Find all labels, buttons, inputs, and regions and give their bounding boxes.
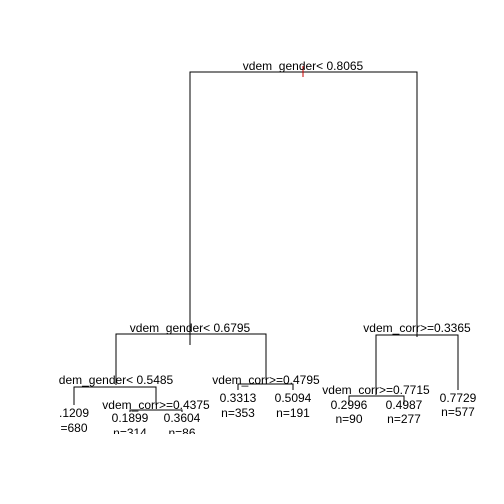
leaf-1-n: =680	[60, 421, 87, 435]
leaf-3-n: n=86	[168, 426, 195, 440]
right-left-branch	[348, 395, 405, 404]
left-branch	[115, 333, 267, 385]
left-right-branch	[237, 383, 294, 390]
leaf-8-n: n=577	[441, 405, 475, 419]
left-left-split-label: dem_gender< 0.5485	[59, 373, 174, 387]
left-left-right-branch	[129, 409, 183, 412]
leaf-5-value: 0.5094	[275, 391, 312, 405]
leaf-6-value: 0.2996	[331, 398, 368, 412]
leaf-4-n: n=353	[221, 406, 255, 420]
leaf-6-n: n=90	[335, 412, 362, 426]
root-branch	[189, 71, 418, 345]
leaf-2-value: 0.1899	[112, 411, 149, 425]
leaf-8-value: 0.7729	[440, 391, 477, 405]
right-left-split-label: vdem_corr>=0.7715	[322, 383, 430, 397]
left-split-label: vdem_gender< 0.6795	[130, 321, 251, 335]
tree-plot-area: vdem_gender< 0.8065 vdem_gender< 0.6795 …	[59, 59, 477, 440]
left-left-branch	[73, 386, 157, 405]
left-right-split-label: vdem_corr>=0.4795	[212, 373, 320, 387]
leaf-3-value: 0.3604	[164, 411, 201, 425]
leaf-7-n: n=277	[387, 412, 421, 426]
leaf-7-value: 0.4987	[386, 398, 423, 412]
leaf-2-n: n=314	[113, 426, 147, 440]
left-left-right-split-label: vdem_corr>=0.4375	[102, 398, 210, 412]
root-split-label: vdem_gender< 0.8065	[243, 59, 364, 73]
leaf-4-value: 0.3313	[220, 391, 257, 405]
leaf-5-n: n=191	[276, 406, 310, 420]
right-branch	[375, 334, 459, 395]
right-split-label: vdem_corr>=0.3365	[363, 321, 471, 335]
leaf-1-value: .1209	[59, 406, 89, 420]
